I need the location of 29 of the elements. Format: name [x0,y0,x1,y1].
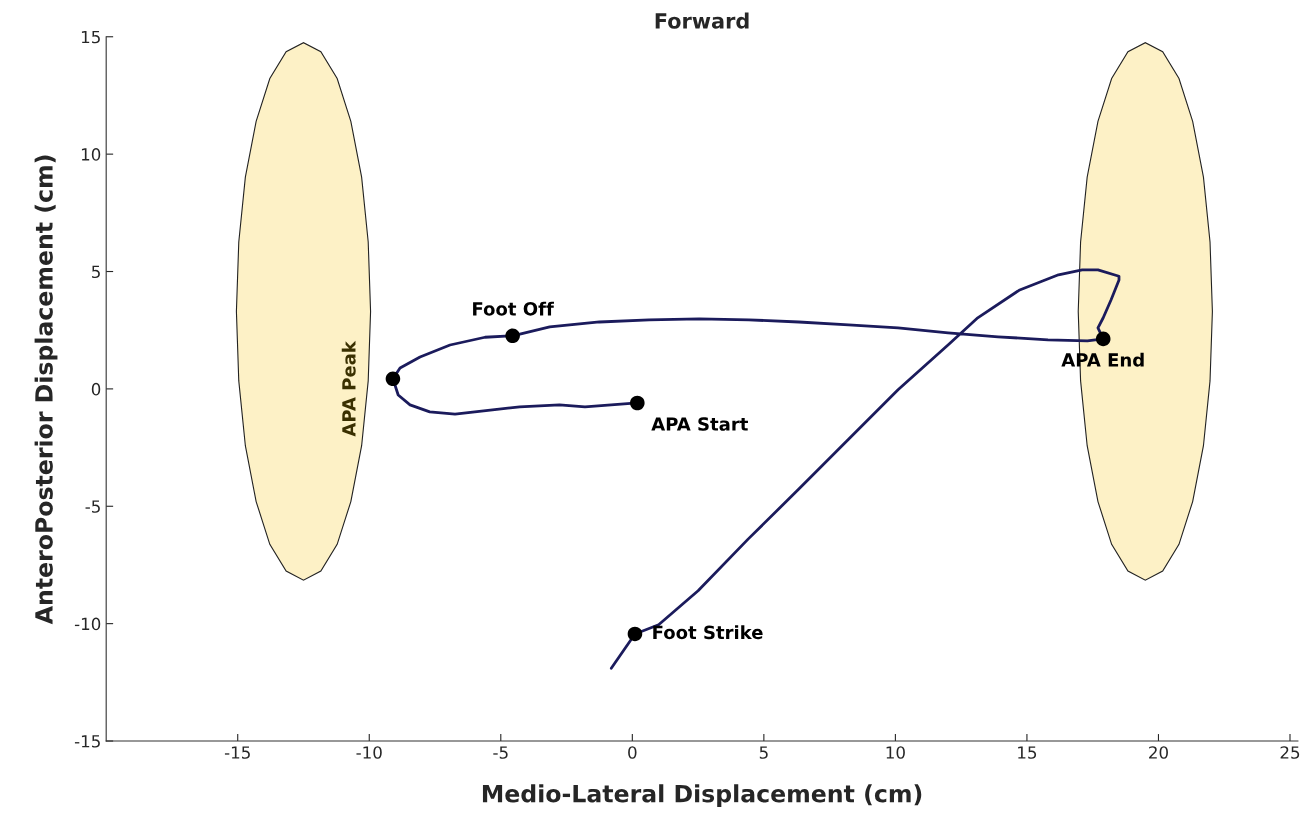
annotation: Foot Strike [653,625,763,640]
annotation: Foot Off [473,301,554,316]
annotation: APA Peak [341,340,356,437]
y-axis-title: AnteroPosterior Displacement (cm) [34,155,58,625]
y-tick-label: -15 [74,735,100,748]
y-tick-label: -10 [74,617,101,631]
x-tick-label: 15 [1018,746,1037,759]
x-tick-label: 20 [1149,746,1168,759]
point [1095,331,1111,347]
x-tick-label: -5 [493,746,508,759]
y-tick-label: -5 [85,500,100,513]
point [385,371,401,387]
x-axis-title: Medio-Lateral Displacement (cm) [482,784,922,808]
annotation: APA Start [651,417,748,431]
point [627,626,643,642]
y-tick-label: 10 [81,148,101,161]
annotation: APA End [1061,352,1144,367]
y-tick-label: 15 [81,30,100,44]
x-tick-label: 5 [759,746,768,759]
x-tick-label: -15 [224,746,250,759]
point [630,395,645,411]
y-tick-label: 0 [91,382,101,396]
chart-title: Forward [655,12,749,29]
x-tick-label: 0 [628,746,637,759]
x-tick-label: 10 [886,746,905,759]
x-tick-label: -10 [356,746,382,759]
x-tick-label: 25 [1280,746,1300,759]
point [505,328,520,344]
y-tick-label: 5 [92,265,100,279]
